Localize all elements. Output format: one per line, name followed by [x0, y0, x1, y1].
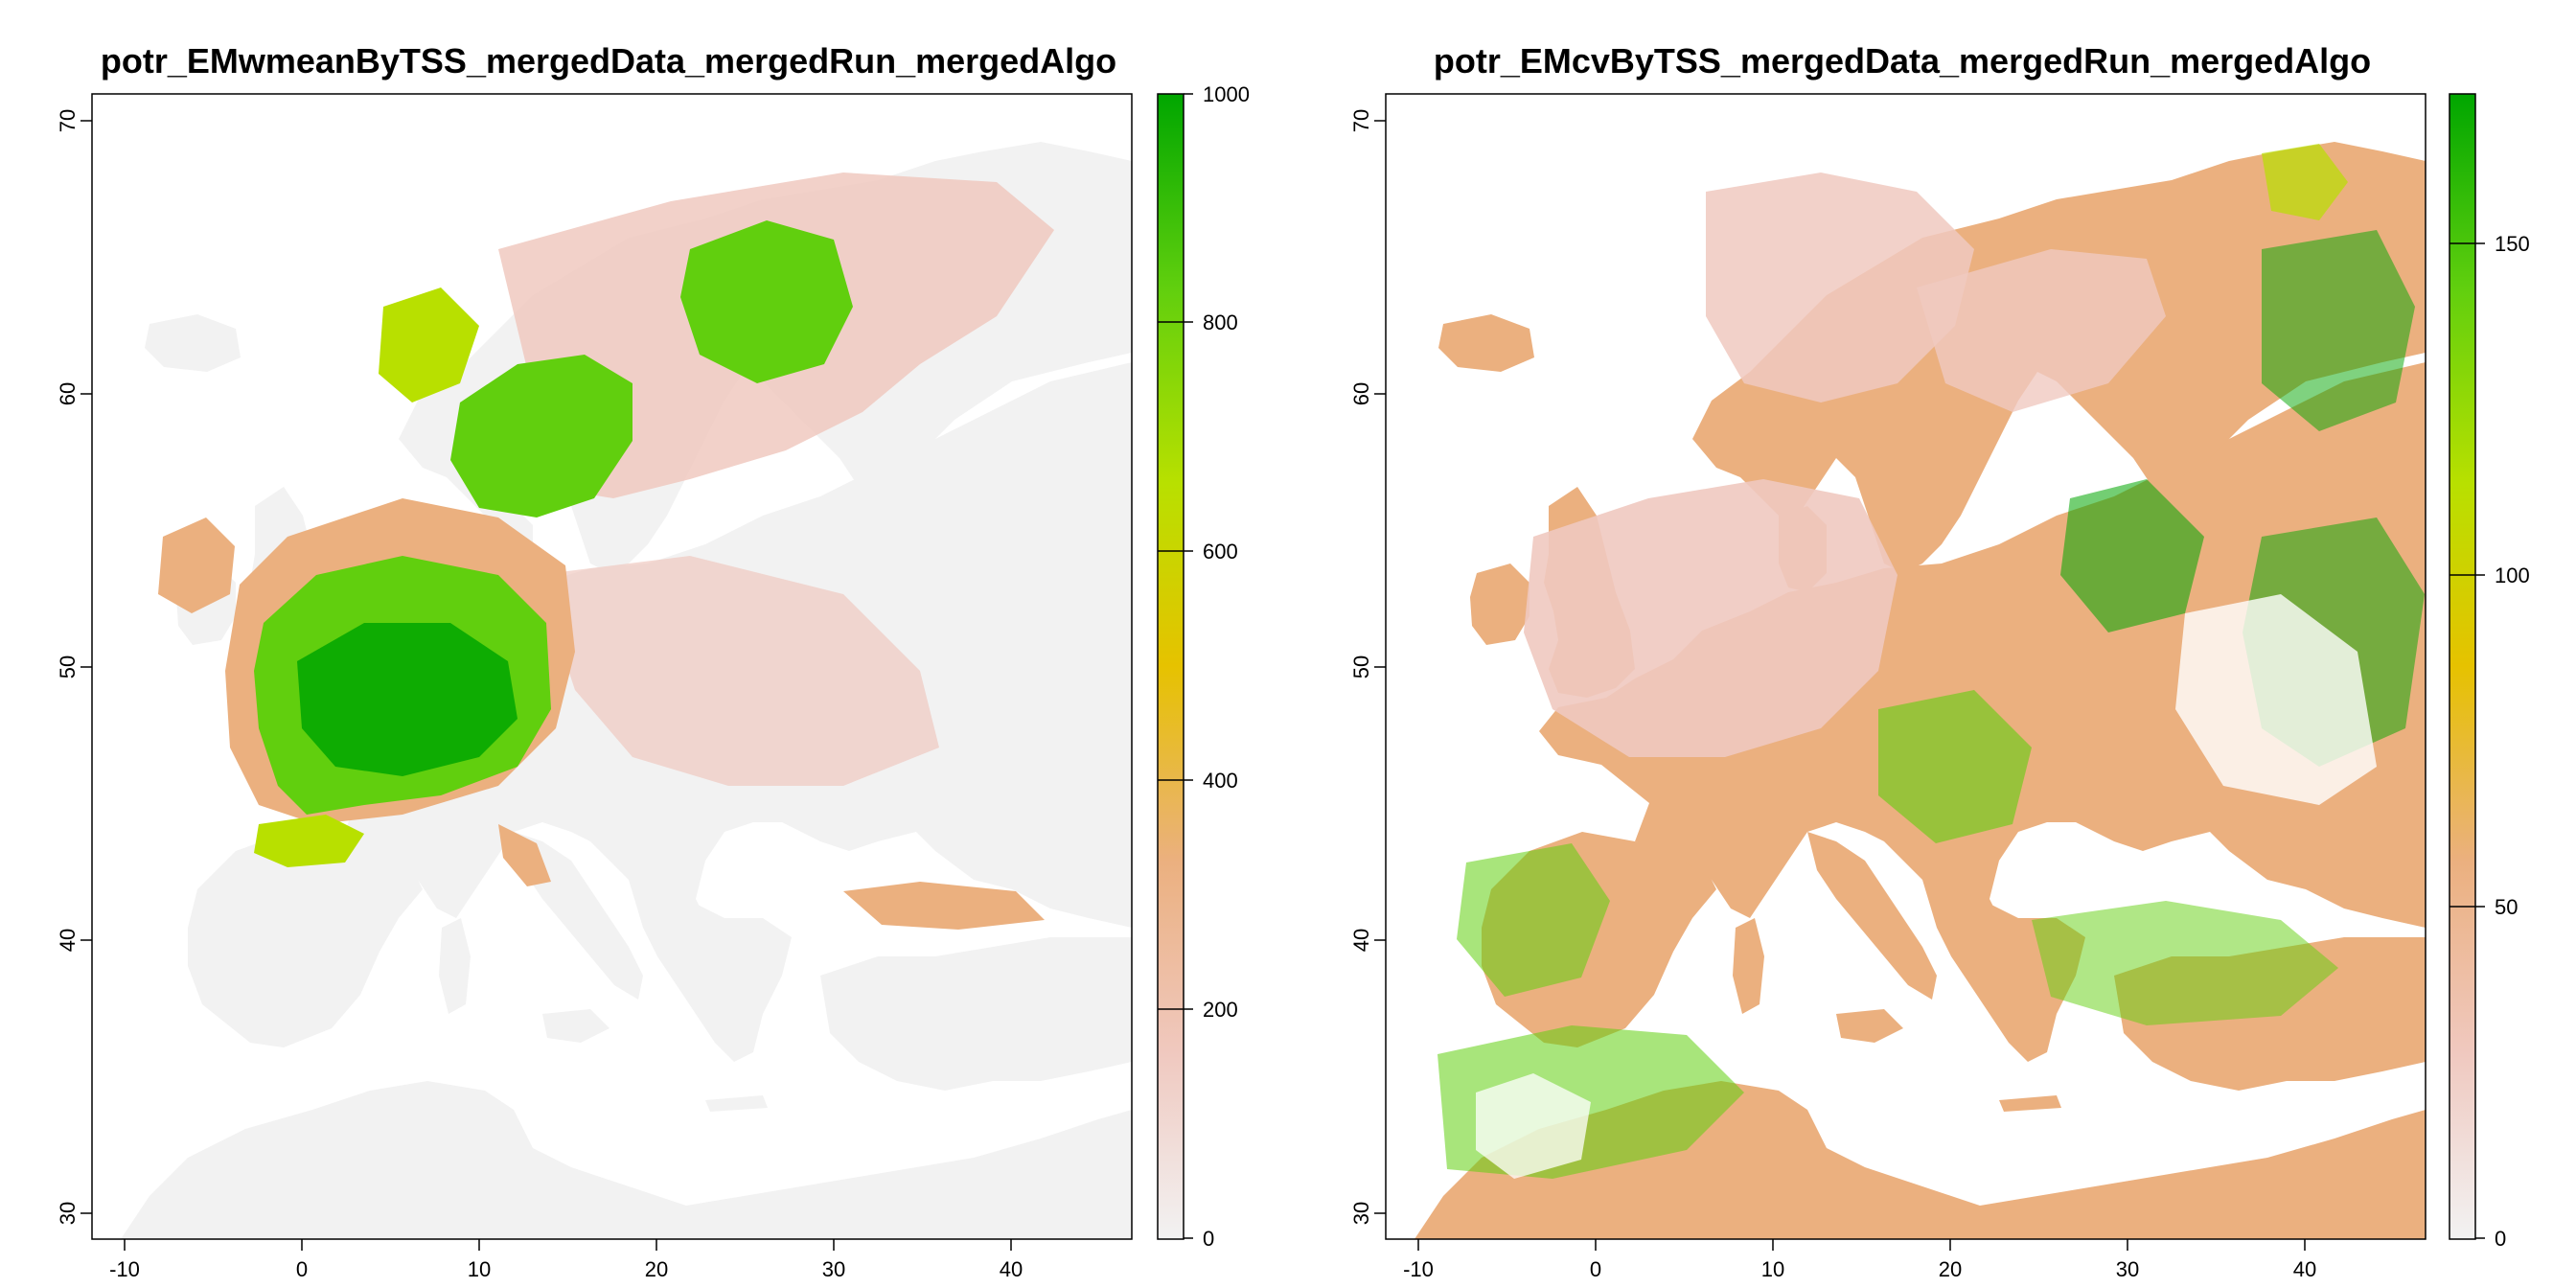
y-tick-label: 40	[56, 929, 80, 952]
legend-tick-label: 0	[1203, 1227, 1214, 1251]
legend-tick-label: 150	[2495, 232, 2530, 256]
legend-tick-label: 50	[2495, 895, 2518, 919]
map-right	[1385, 93, 2426, 1240]
patch-green	[2262, 230, 2415, 431]
y-tick-label: 30	[56, 1202, 80, 1225]
y-tick-label: 30	[1349, 1202, 1373, 1225]
x-tick-label: 40	[2293, 1257, 2316, 1281]
patch-low	[1917, 249, 2166, 412]
patch-high	[450, 355, 632, 518]
y-tick-label: 70	[1349, 109, 1373, 132]
legend-tick-label: 100	[2495, 564, 2530, 587]
x-tick-label: 20	[1939, 1257, 1962, 1281]
x-tick-label: -10	[109, 1257, 140, 1281]
patch-green	[1878, 690, 2032, 843]
patch-top	[297, 623, 518, 776]
map-left	[91, 93, 1133, 1240]
patch-white	[1476, 1073, 1591, 1179]
panel-right: potr_EMcvByTSS_mergedData_mergedRun_merg…	[1349, 41, 2530, 1281]
legend-tick-label: 800	[1203, 310, 1238, 334]
y-tick-label: 50	[56, 656, 80, 678]
y-tick-label: 60	[1349, 382, 1373, 405]
panel-left: potr_EMwmeanByTSS_mergedData_mergedRun_m…	[56, 41, 1250, 1281]
patch-green	[2032, 901, 2338, 1025]
legend-tick-label: 1000	[1203, 82, 1250, 106]
x-tick-label: 20	[645, 1257, 668, 1281]
patch-yellow	[379, 288, 479, 402]
patch-white	[2175, 594, 2377, 805]
legend-tick-label: 400	[1203, 769, 1238, 793]
patch-mid	[158, 518, 235, 613]
patch-mid	[498, 824, 551, 886]
patch-low	[1706, 172, 1974, 402]
legend-left-colorbar	[1157, 93, 1184, 1240]
legend-tick-label: 600	[1203, 540, 1238, 564]
x-tick-label: 40	[1000, 1257, 1023, 1281]
y-tick-label: 50	[1349, 656, 1373, 678]
legend-right: 0 50 100 150	[2449, 93, 2530, 1251]
patch-low	[537, 556, 939, 786]
legend-right-colorbar	[2449, 93, 2476, 1240]
suitability-patches-left	[158, 172, 1054, 930]
x-tick-label: 30	[822, 1257, 845, 1281]
variation-patches-right	[1438, 144, 2425, 1179]
panel-right-title: potr_EMcvByTSS_mergedData_mergedRun_merg…	[1434, 41, 2371, 80]
y-tick-label: 60	[56, 382, 80, 405]
patch-mid	[843, 882, 1045, 930]
x-tick-label: 10	[468, 1257, 491, 1281]
legend-tick-label: 0	[2495, 1227, 2506, 1251]
x-tick-label: 0	[1590, 1257, 1601, 1281]
panel-left-title: potr_EMwmeanByTSS_mergedData_mergedRun_m…	[101, 41, 1116, 80]
patch-yellow	[2262, 144, 2348, 220]
y-tick-label: 40	[1349, 929, 1373, 952]
patch-high	[680, 220, 853, 383]
x-axis-left: -10 0 10 20 30 40	[109, 1239, 1023, 1281]
patch-green	[2060, 479, 2204, 632]
patch-yellow	[254, 815, 364, 867]
y-axis-right: 30 40 50 60 70	[1349, 109, 1386, 1225]
x-tick-label: -10	[1403, 1257, 1434, 1281]
patch-green	[1457, 843, 1610, 997]
y-axis-left: 30 40 50 60 70	[56, 109, 92, 1225]
x-axis-right: -10 0 10 20 30 40	[1403, 1239, 2316, 1281]
y-tick-label: 70	[56, 109, 80, 132]
x-tick-label: 0	[296, 1257, 308, 1281]
legend-tick-label: 200	[1203, 998, 1238, 1022]
x-tick-label: 10	[1761, 1257, 1784, 1281]
legend-left: 0 200 400 600 800 1000	[1157, 82, 1250, 1251]
patch-low	[1524, 479, 1898, 757]
x-tick-label: 30	[2116, 1257, 2139, 1281]
